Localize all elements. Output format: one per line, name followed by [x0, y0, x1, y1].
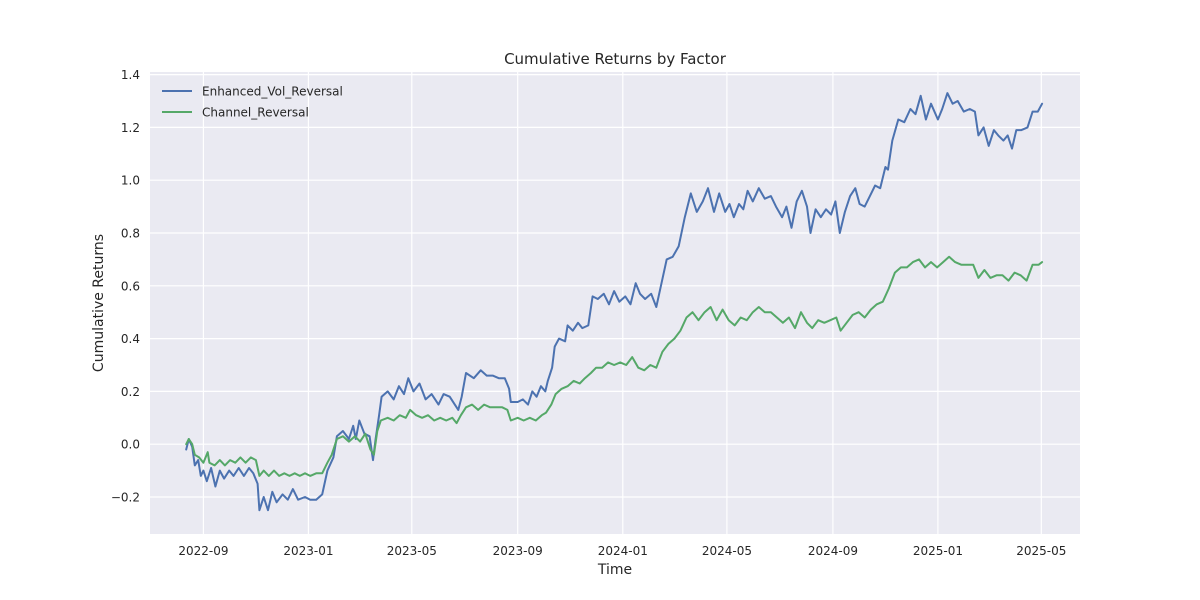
x-tick-label: 2023-01	[283, 544, 333, 558]
x-axis-label: Time	[597, 562, 632, 578]
y-tick-label: 0.0	[121, 438, 140, 452]
x-tick-label: 2025-01	[913, 544, 963, 558]
x-tick-label: 2023-05	[387, 544, 437, 558]
x-tick-label: 2025-05	[1016, 544, 1066, 558]
gridlines	[150, 72, 1080, 534]
series-line-channel-reversal	[185, 255, 1044, 477]
y-tick-label: 0.4	[121, 332, 140, 346]
legend: Enhanced_Vol_Reversal Channel_Reversal	[162, 85, 343, 120]
y-axis-ticks: −0.2 0.0 0.2 0.4 0.6 0.8 1.0 1.2 1.4	[111, 68, 140, 504]
x-tick-label: 2022-09	[178, 544, 228, 558]
y-tick-label: 0.2	[121, 385, 140, 399]
legend-label-channel-reversal: Channel_Reversal	[202, 106, 309, 120]
x-tick-label: 2024-09	[808, 544, 858, 558]
y-tick-label: −0.2	[111, 491, 140, 505]
plot-area	[150, 72, 1080, 534]
x-axis-ticks: 2022-09 2023-01 2023-05 2023-09 2024-01 2024-…	[178, 544, 1066, 558]
y-tick-label: 1.4	[121, 68, 140, 82]
y-axis-label: Cumulative Returns	[91, 234, 107, 372]
x-tick-label: 2023-09	[493, 544, 543, 558]
x-tick-label: 2024-01	[598, 544, 648, 558]
y-tick-label: 1.2	[121, 121, 140, 135]
x-tick-label: 2024-05	[702, 544, 752, 558]
chart-title: Cumulative Returns by Factor	[504, 50, 727, 68]
y-tick-label: 0.8	[121, 227, 140, 241]
y-tick-label: 1.0	[121, 174, 140, 188]
y-tick-label: 0.6	[121, 279, 140, 293]
series-layer	[185, 92, 1044, 512]
series-line-enhanced-vol-reversal	[185, 92, 1044, 512]
legend-label-enhanced-vol-reversal: Enhanced_Vol_Reversal	[202, 85, 343, 99]
